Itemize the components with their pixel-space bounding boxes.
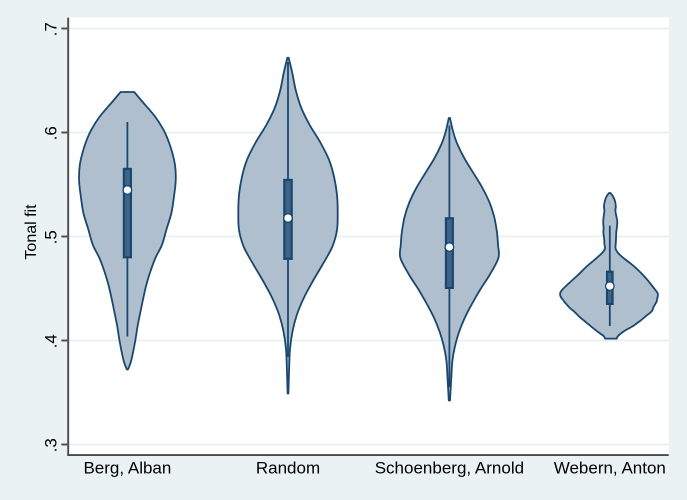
svg-text:.7: .7: [42, 22, 61, 36]
svg-text:Webern, Anton: Webern, Anton: [554, 458, 666, 477]
svg-text:.4: .4: [42, 334, 61, 348]
svg-text:Berg, Alban: Berg, Alban: [83, 458, 171, 477]
svg-text:.3: .3: [42, 438, 61, 452]
svg-text:.5: .5: [42, 230, 61, 244]
svg-text:Schoenberg, Arnold: Schoenberg, Arnold: [375, 458, 524, 477]
svg-text:.6: .6: [42, 126, 61, 140]
svg-text:Tonal fit: Tonal fit: [23, 204, 40, 260]
svg-text:Random: Random: [256, 458, 320, 477]
